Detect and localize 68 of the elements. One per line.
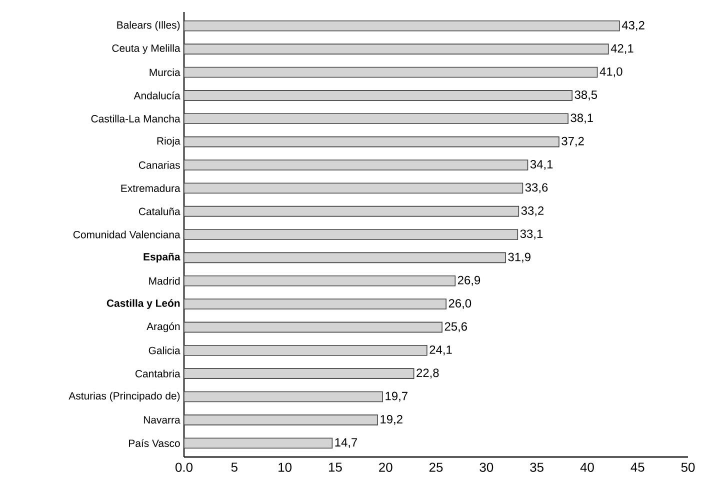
bar	[184, 66, 598, 78]
y-tick-label: Rioja	[157, 136, 180, 147]
y-tick-label: Navarra	[144, 416, 180, 424]
x-tick-label: 20	[379, 462, 392, 472]
data-label: 34,1	[530, 160, 553, 170]
data-label: 33,1	[520, 230, 543, 240]
bar	[184, 322, 442, 333]
bar	[184, 344, 428, 356]
bar	[184, 298, 446, 310]
x-tick-label: 50	[681, 462, 695, 472]
data-label: 26,9	[458, 276, 480, 286]
y-tick-label: Galicia	[148, 346, 180, 354]
bar	[184, 438, 333, 448]
y-tick-label: Madrid	[149, 277, 180, 285]
y-tick-label: Andalucía	[134, 92, 180, 100]
y-tick-label: Castilla y León	[106, 299, 180, 309]
data-label: 33,2	[521, 206, 544, 216]
bar	[184, 206, 520, 217]
data-label: 42,1	[610, 44, 634, 54]
data-label: 26,0	[448, 299, 472, 309]
data-label: 31,9	[508, 252, 530, 263]
bar	[184, 391, 383, 402]
y-tick-label: Ceuta y Melilla	[112, 44, 180, 54]
data-label: 24,1	[430, 345, 452, 356]
data-label: 19,7	[386, 392, 408, 402]
x-tick-label: 40	[580, 462, 594, 472]
bar	[184, 414, 378, 426]
y-tick-label: Comunidad Valenciana	[73, 230, 180, 238]
bar	[184, 44, 609, 54]
data-label: 41,0	[600, 67, 622, 78]
y-tick-label: España	[144, 252, 180, 263]
data-label: 19,2	[380, 414, 402, 425]
bar	[184, 275, 456, 286]
data-label: 25,6	[444, 322, 467, 332]
data-label: 37,2	[562, 136, 584, 147]
bar	[184, 113, 568, 124]
bar	[184, 182, 524, 194]
x-tick-label: 30	[480, 462, 494, 472]
bar	[184, 252, 506, 264]
x-tick-label: 5	[231, 462, 238, 472]
x-tick-label: 15	[328, 462, 342, 472]
x-tick-label: 10	[278, 462, 292, 472]
y-tick-label: Murcia	[150, 68, 180, 76]
data-label: 43,2	[622, 20, 644, 31]
y-tick-label: Aragón	[146, 322, 180, 332]
data-label: 22,8	[416, 368, 439, 379]
bar	[184, 90, 572, 101]
x-tick-label: 35	[530, 462, 544, 472]
y-tick-label: Cataluña	[138, 207, 180, 216]
y-tick-label: Balears (Illes)	[117, 21, 180, 31]
bar	[184, 160, 528, 170]
bar	[184, 136, 560, 148]
data-label: 38,1	[570, 114, 593, 124]
y-tick-label: Canarias	[138, 161, 180, 169]
bar	[184, 368, 414, 379]
y-tick-label: Cantabria	[135, 370, 180, 378]
bar	[184, 229, 518, 240]
data-label: 14,7	[335, 438, 358, 448]
bar	[184, 20, 620, 32]
x-tick-label: 25	[429, 462, 443, 472]
y-tick-label: Extremadura	[121, 184, 180, 192]
x-tick-label: 0.0	[176, 462, 193, 472]
y-tick-label: Castilla-La Mancha	[91, 114, 180, 122]
y-tick-label: País Vasco	[129, 439, 180, 448]
data-label: 33,6	[525, 183, 548, 194]
y-tick-label: Asturias (Principado de)	[68, 392, 180, 402]
data-label: 38,5	[574, 90, 598, 100]
x-tick-label: 45	[630, 462, 644, 472]
